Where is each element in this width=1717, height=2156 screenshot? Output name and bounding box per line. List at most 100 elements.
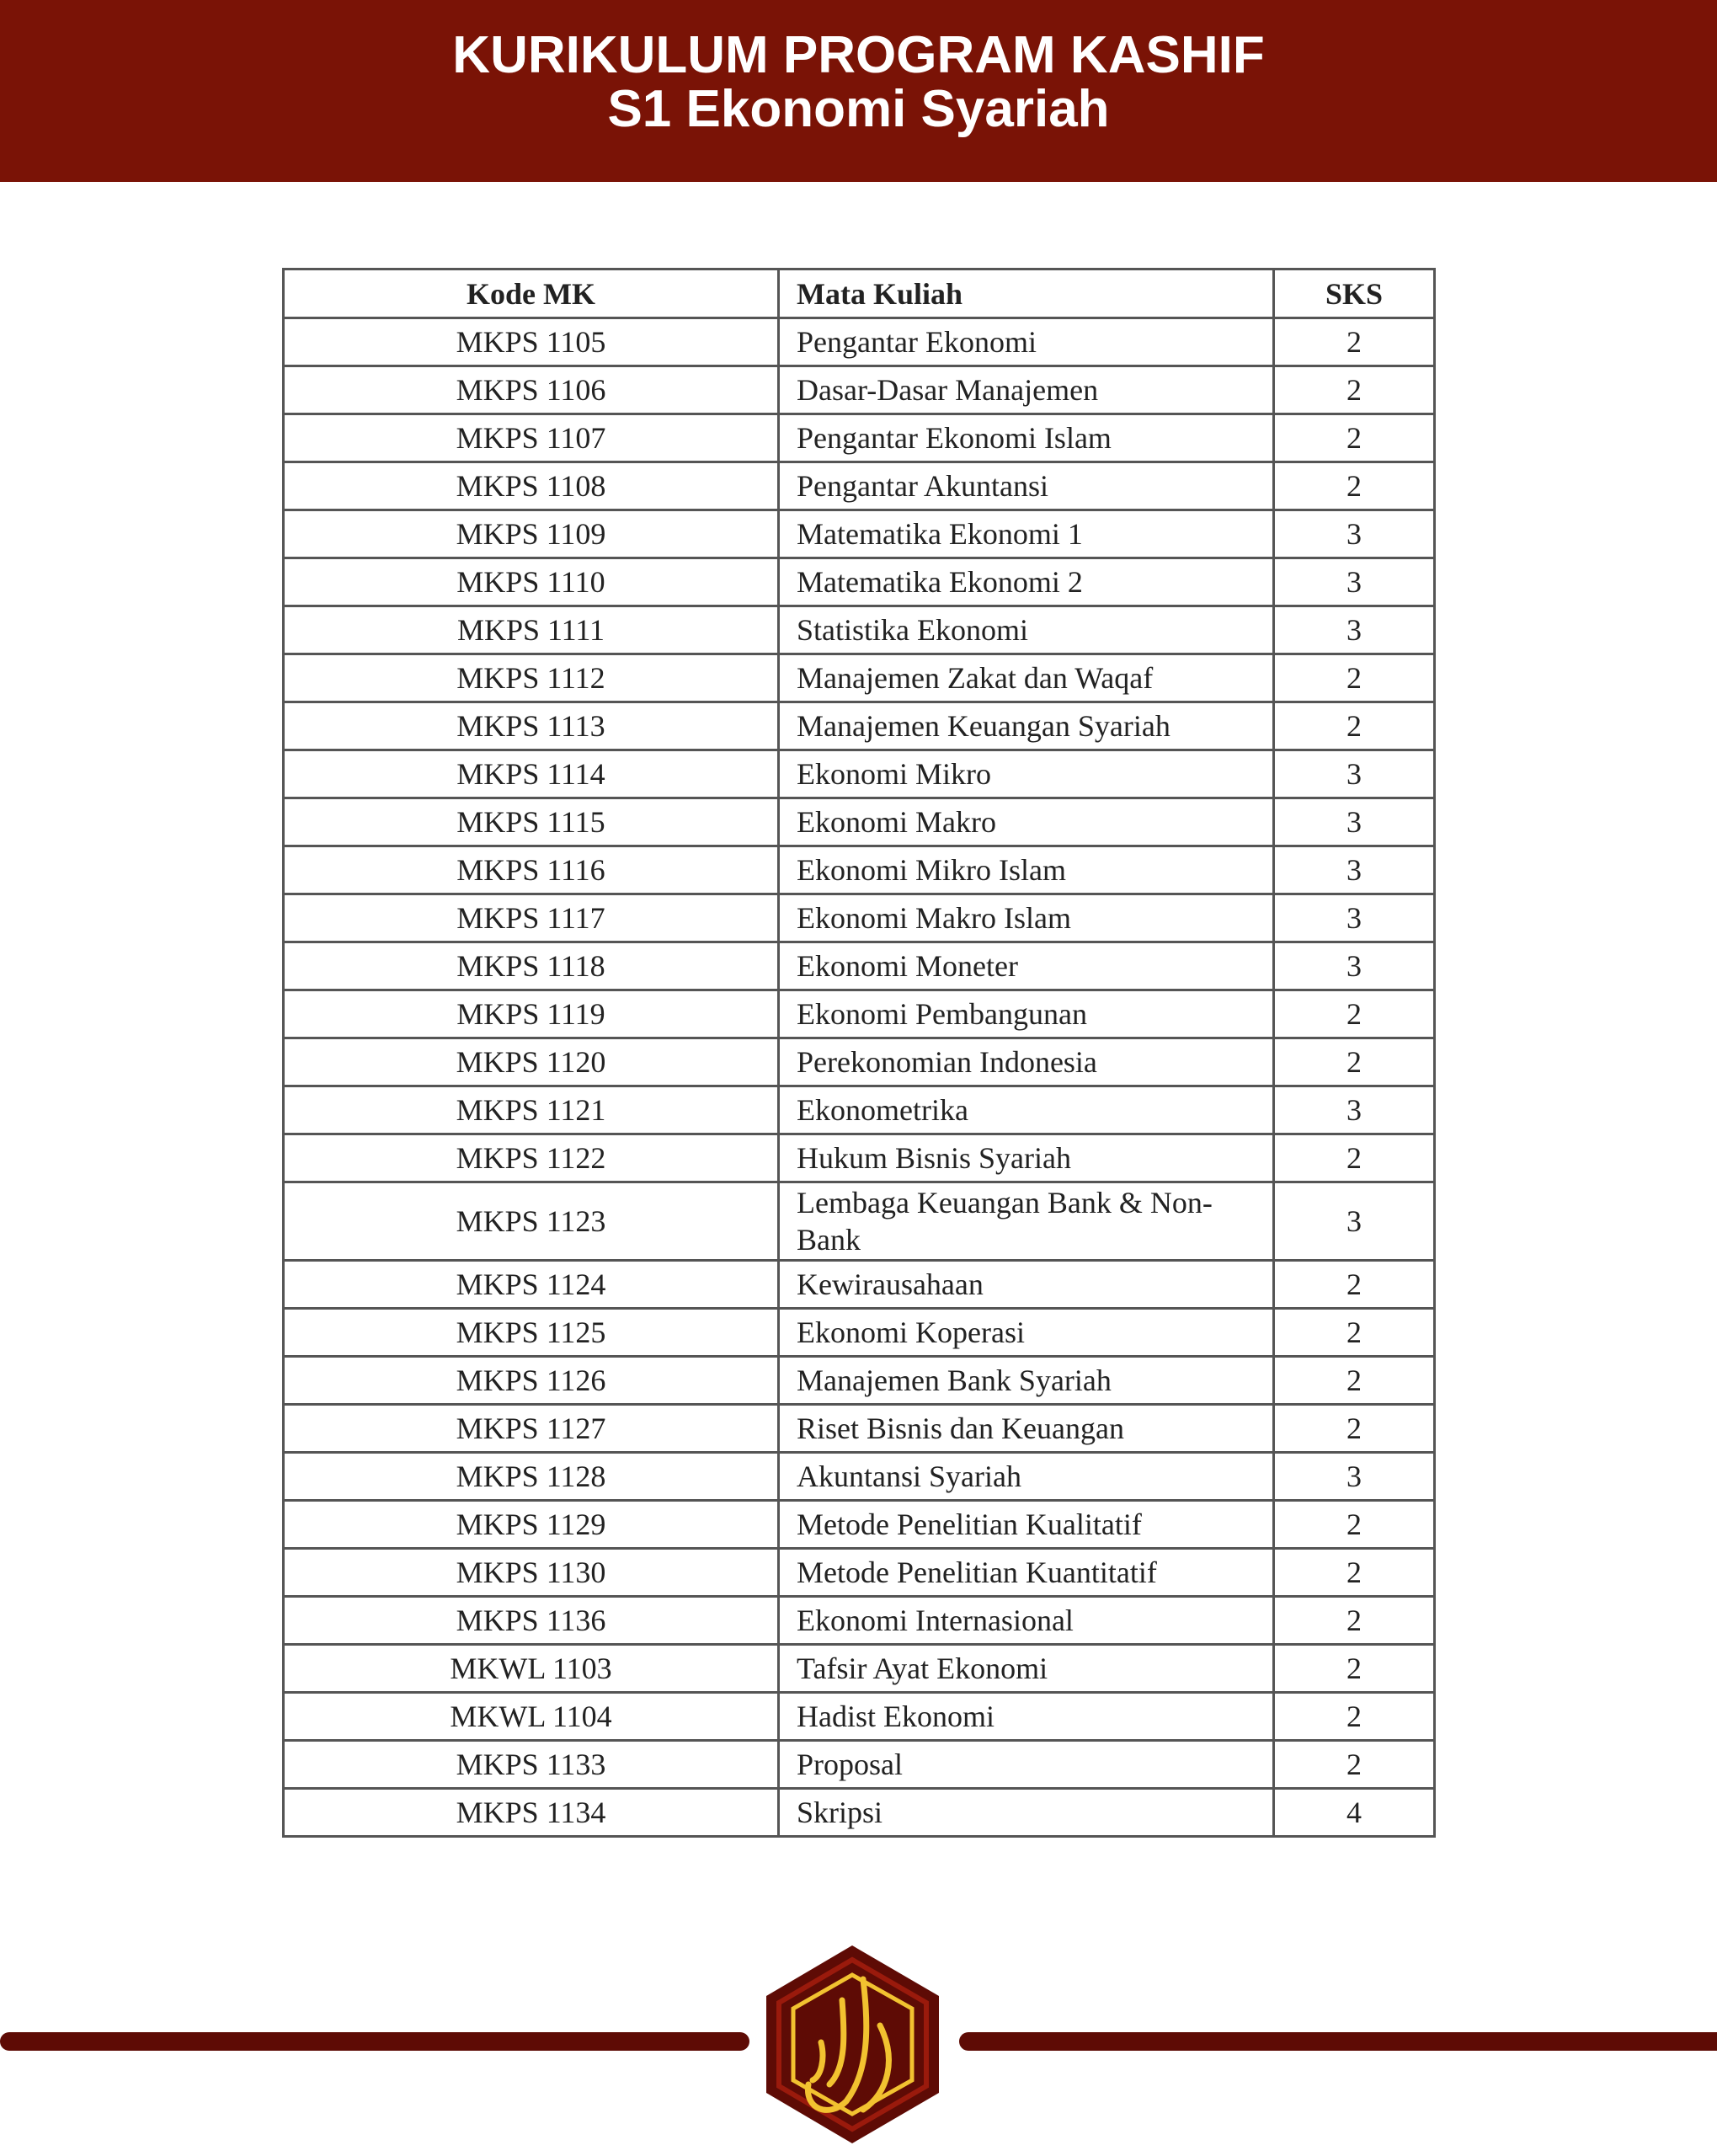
- table-row: MKPS 1130 Metode Penelitian Kuantitatif 2: [282, 1547, 1436, 1598]
- cell-sks: 2: [1272, 1133, 1436, 1183]
- cell-sks: 4: [1272, 1787, 1436, 1838]
- cell-sks: 2: [1272, 1037, 1436, 1087]
- table-row: MKPS 1128 Akuntansi Syariah 3: [282, 1451, 1436, 1502]
- cell-mata-kuliah: Metode Penelitian Kualitatif: [777, 1499, 1275, 1550]
- cell-kode: MKPS 1117: [282, 893, 780, 943]
- cell-mata-kuliah: Akuntansi Syariah: [777, 1451, 1275, 1502]
- cell-kode: MKPS 1109: [282, 509, 780, 559]
- table-row: MKPS 1125 Ekonomi Koperasi 2: [282, 1307, 1436, 1358]
- table-row: MKPS 1118 Ekonomi Moneter 3: [282, 941, 1436, 991]
- cell-mata-kuliah: Tafsir Ayat Ekonomi: [777, 1643, 1275, 1694]
- table-row: MKPS 1113 Manajemen Keuangan Syariah 2: [282, 701, 1436, 751]
- cell-mata-kuliah: Pengantar Ekonomi Islam: [777, 413, 1275, 463]
- table-row: MKPS 1126 Manajemen Bank Syariah 2: [282, 1355, 1436, 1406]
- cell-sks: 2: [1272, 989, 1436, 1039]
- cell-kode: MKWL 1103: [282, 1643, 780, 1694]
- cell-sks: 2: [1272, 1547, 1436, 1598]
- cell-sks: 3: [1272, 1085, 1436, 1135]
- cell-mata-kuliah: Riset Bisnis dan Keuangan: [777, 1403, 1275, 1454]
- cell-sks: 2: [1272, 1355, 1436, 1406]
- cell-kode: MKPS 1120: [282, 1037, 780, 1087]
- cell-sks: 2: [1272, 1691, 1436, 1742]
- column-header-sks: SKS: [1272, 268, 1436, 319]
- cell-kode: MKPS 1113: [282, 701, 780, 751]
- cell-sks: 2: [1272, 413, 1436, 463]
- cell-kode: MKPS 1129: [282, 1499, 780, 1550]
- table-header-row: Kode MK Mata Kuliah SKS: [282, 268, 1436, 319]
- cell-sks: 2: [1272, 653, 1436, 703]
- cell-kode: MKPS 1124: [282, 1259, 780, 1310]
- table-row: MKPS 1127 Riset Bisnis dan Keuangan 2: [282, 1403, 1436, 1454]
- cell-kode: MKPS 1134: [282, 1787, 780, 1838]
- cell-kode: MKPS 1106: [282, 365, 780, 415]
- cell-sks: 3: [1272, 1451, 1436, 1502]
- table-row: MKWL 1104 Hadist Ekonomi 2: [282, 1691, 1436, 1742]
- cell-mata-kuliah: Dasar-Dasar Manajemen: [777, 365, 1275, 415]
- table-row: MKPS 1136 Ekonomi Internasional 2: [282, 1595, 1436, 1646]
- table-row: MKPS 1124 Kewirausahaan 2: [282, 1259, 1436, 1310]
- cell-kode: MKPS 1105: [282, 317, 780, 367]
- table-row: MKPS 1119 Ekonomi Pembangunan 2: [282, 989, 1436, 1039]
- cell-kode: MKPS 1111: [282, 605, 780, 655]
- table-row: MKPS 1133 Proposal 2: [282, 1739, 1436, 1790]
- table-row: MKPS 1106 Dasar-Dasar Manajemen 2: [282, 365, 1436, 415]
- cell-sks: 2: [1272, 317, 1436, 367]
- cell-mata-kuliah: Matematika Ekonomi 1: [777, 509, 1275, 559]
- cell-kode: MKPS 1123: [282, 1181, 780, 1262]
- curriculum-table: Kode MK Mata Kuliah SKS MKPS 1105 Pengant…: [282, 268, 1436, 1838]
- table-row: MKPS 1120 Perekonomian Indonesia 2: [282, 1037, 1436, 1087]
- table-row: MKPS 1115 Ekonomi Makro 3: [282, 797, 1436, 847]
- cell-mata-kuliah: Manajemen Zakat dan Waqaf: [777, 653, 1275, 703]
- table-row: MKPS 1108 Pengantar Akuntansi 2: [282, 461, 1436, 511]
- cell-sks: 3: [1272, 1181, 1436, 1262]
- cell-mata-kuliah: Hukum Bisnis Syariah: [777, 1133, 1275, 1183]
- cell-sks: 2: [1272, 1259, 1436, 1310]
- cell-mata-kuliah: Manajemen Bank Syariah: [777, 1355, 1275, 1406]
- cell-sks: 2: [1272, 365, 1436, 415]
- cell-sks: 2: [1272, 1643, 1436, 1694]
- cell-kode: MKPS 1115: [282, 797, 780, 847]
- cell-mata-kuliah: Lembaga Keuangan Bank & Non-Bank: [777, 1181, 1275, 1262]
- cell-sks: 2: [1272, 1403, 1436, 1454]
- cell-kode: MKPS 1122: [282, 1133, 780, 1183]
- table-row: MKPS 1117 Ekonomi Makro Islam 3: [282, 893, 1436, 943]
- cell-kode: MKPS 1128: [282, 1451, 780, 1502]
- cell-sks: 3: [1272, 749, 1436, 799]
- cell-mata-kuliah: Ekonomi Makro: [777, 797, 1275, 847]
- cell-mata-kuliah: Ekonomi Pembangunan: [777, 989, 1275, 1039]
- cell-kode: MKPS 1133: [282, 1739, 780, 1790]
- cell-kode: MKPS 1116: [282, 845, 780, 895]
- table-row: MKPS 1121 Ekonometrika 3: [282, 1085, 1436, 1135]
- cell-kode: MKPS 1136: [282, 1595, 780, 1646]
- table-row: MKPS 1112 Manajemen Zakat dan Waqaf 2: [282, 653, 1436, 703]
- table-row: MKPS 1105 Pengantar Ekonomi 2: [282, 317, 1436, 367]
- cell-mata-kuliah: Ekonomi Mikro Islam: [777, 845, 1275, 895]
- cell-mata-kuliah: Statistika Ekonomi: [777, 605, 1275, 655]
- table-row: MKPS 1116 Ekonomi Mikro Islam 3: [282, 845, 1436, 895]
- cell-mata-kuliah: Ekonomi Moneter: [777, 941, 1275, 991]
- cell-kode: MKPS 1127: [282, 1403, 780, 1454]
- page-title: KURIKULUM PROGRAM KASHIF: [452, 26, 1265, 84]
- cell-mata-kuliah: Ekonomi Koperasi: [777, 1307, 1275, 1358]
- cell-sks: 2: [1272, 701, 1436, 751]
- cell-kode: MKPS 1130: [282, 1547, 780, 1598]
- header-banner: KURIKULUM PROGRAM KASHIF S1 Ekonomi Syar…: [0, 0, 1717, 182]
- cell-kode: MKPS 1121: [282, 1085, 780, 1135]
- cell-mata-kuliah: Pengantar Ekonomi: [777, 317, 1275, 367]
- cell-sks: 2: [1272, 1595, 1436, 1646]
- cell-sks: 2: [1272, 1307, 1436, 1358]
- cell-kode: MKPS 1107: [282, 413, 780, 463]
- cell-sks: 2: [1272, 461, 1436, 511]
- kashif-logo: [766, 1945, 939, 2143]
- cell-mata-kuliah: Ekonometrika: [777, 1085, 1275, 1135]
- cell-mata-kuliah: Ekonomi Internasional: [777, 1595, 1275, 1646]
- cell-kode: MKPS 1119: [282, 989, 780, 1039]
- cell-mata-kuliah: Ekonomi Makro Islam: [777, 893, 1275, 943]
- table-row: MKWL 1103 Tafsir Ayat Ekonomi 2: [282, 1643, 1436, 1694]
- cell-sks: 3: [1272, 797, 1436, 847]
- cell-kode: MKPS 1125: [282, 1307, 780, 1358]
- cell-sks: 3: [1272, 557, 1436, 607]
- cell-sks: 2: [1272, 1499, 1436, 1550]
- table-row: MKPS 1129 Metode Penelitian Kualitatif 2: [282, 1499, 1436, 1550]
